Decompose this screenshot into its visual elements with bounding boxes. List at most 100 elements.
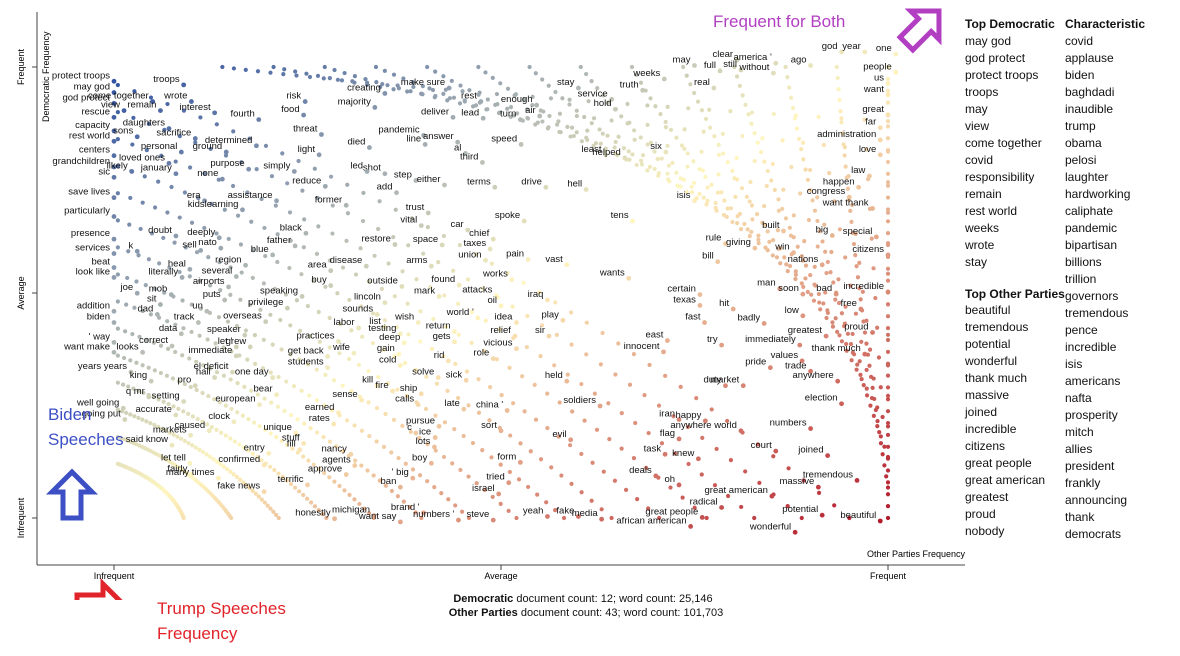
term-point [233,353,239,359]
term-dot [721,212,727,218]
top-democratic-term[interactable]: view [965,119,990,133]
top-democratic-term[interactable]: covid [965,153,994,167]
term-dot [482,487,487,493]
term-dot [582,418,587,423]
top-democratic-term[interactable]: may god [965,34,1012,48]
characteristic-term[interactable]: tremendous [1065,306,1129,320]
characteristic-term[interactable]: trump [1065,119,1096,133]
characteristic-term[interactable]: americans [1065,374,1121,388]
characteristic-term[interactable]: trillion [1065,272,1097,286]
term-point [425,210,431,216]
top-other-term[interactable]: wonderful [965,354,1018,368]
term-dot [584,71,589,77]
characteristic-term[interactable]: billions [1065,255,1102,269]
top-other-term[interactable]: beautiful [965,303,1011,317]
characteristic-term[interactable]: mitch [1065,425,1094,439]
term-dot [146,121,151,126]
term-dot [344,418,350,423]
top-other-term[interactable]: nobody [965,524,1005,538]
term-dot [485,107,490,112]
term-dot [433,413,438,418]
top-other-term[interactable]: potential [965,337,1011,351]
characteristic-term[interactable]: inaudible [1065,102,1114,116]
characteristic-term[interactable]: incredible [1065,340,1117,354]
characteristic-term[interactable]: biden [1065,68,1095,82]
characteristic-term[interactable]: governors [1065,289,1119,303]
term-dot [885,278,891,283]
characteristic-term[interactable]: announcing [1065,493,1128,507]
term-label: setting [152,390,180,401]
term-dot [744,194,750,199]
top-other-term[interactable]: greatest [965,490,1009,504]
term-label: nancy [321,443,347,454]
term-label: free [841,298,857,309]
term-dot [538,457,544,462]
characteristic-term[interactable]: frankly [1065,476,1101,490]
y-axis-title: Democratic Frequency [41,31,51,122]
term-point [730,306,736,312]
term-point [216,235,222,241]
characteristic-term[interactable]: democrats [1065,527,1122,541]
term-dot [365,82,370,87]
term-point [325,353,331,359]
term-dot [131,386,136,391]
term-dot [476,410,482,415]
term-point [856,184,861,190]
term-dot [225,467,230,472]
characteristic-term[interactable]: allies [1065,442,1093,456]
term-label: helped [592,147,621,158]
term-dot [231,129,236,134]
top-democratic-term[interactable]: may [965,102,988,116]
top-democratic-term[interactable]: come together [965,136,1042,150]
term-dot [720,131,726,136]
characteristic-term[interactable]: caliphate [1065,204,1114,218]
top-other-term[interactable]: thank much [965,371,1028,385]
characteristic-term[interactable]: applause [1065,51,1114,65]
top-democratic-term[interactable]: troops [965,85,999,99]
term-dot [525,115,530,121]
characteristic-term[interactable]: thank [1065,510,1095,524]
top-other-term[interactable]: tremendous [965,320,1029,334]
term-point [738,67,744,73]
characteristic-term[interactable]: laughter [1065,170,1109,184]
term-dot [521,97,527,102]
term-dot [148,421,153,426]
term-dot [314,251,320,256]
top-democratic-term[interactable]: stay [965,255,988,269]
term-label: students [288,357,324,368]
characteristic-term[interactable]: pelosi [1065,153,1097,167]
top-democratic-term[interactable]: rest world [965,204,1018,218]
characteristic-term[interactable]: baghdadi [1065,85,1115,99]
top-democratic-term[interactable]: protect troops [965,68,1039,82]
characteristic-term[interactable]: covid [1065,34,1094,48]
characteristic-term[interactable]: bipartisan [1065,238,1118,252]
top-other-term[interactable]: great people [965,456,1032,470]
term-point [396,351,402,357]
top-other-term[interactable]: great american [965,473,1046,487]
top-democratic-term[interactable]: wrote [965,238,995,252]
top-democratic-term[interactable]: remain [965,187,1002,201]
top-other-term[interactable]: proud [965,507,996,521]
term-point [723,241,728,247]
term-label: deals [629,465,652,476]
characteristic-term[interactable]: president [1065,459,1115,473]
top-other-term[interactable]: incredible [965,422,1017,436]
term-dot [544,500,549,505]
characteristic-term[interactable]: isis [1065,357,1083,371]
characteristic-term[interactable]: pence [1065,323,1098,337]
top-other-term[interactable]: joined [965,405,998,419]
top-democratic-term[interactable]: weeks [965,221,1000,235]
characteristic-term[interactable]: nafta [1065,391,1092,405]
top-other-term[interactable]: massive [965,388,1010,402]
top-democratic-term[interactable]: god protect [965,51,1026,65]
term-label: love [859,144,876,155]
term-point [226,284,231,290]
top-democratic-term[interactable]: responsibility [965,170,1035,184]
characteristic-term[interactable]: hardworking [1065,187,1131,201]
term-dot [461,433,466,439]
characteristic-term[interactable]: pandemic [1065,221,1118,235]
term-label: giving [726,237,751,248]
top-other-term[interactable]: citizens [965,439,1006,453]
characteristic-term[interactable]: obama [1065,136,1102,150]
characteristic-term[interactable]: prosperity [1065,408,1118,422]
